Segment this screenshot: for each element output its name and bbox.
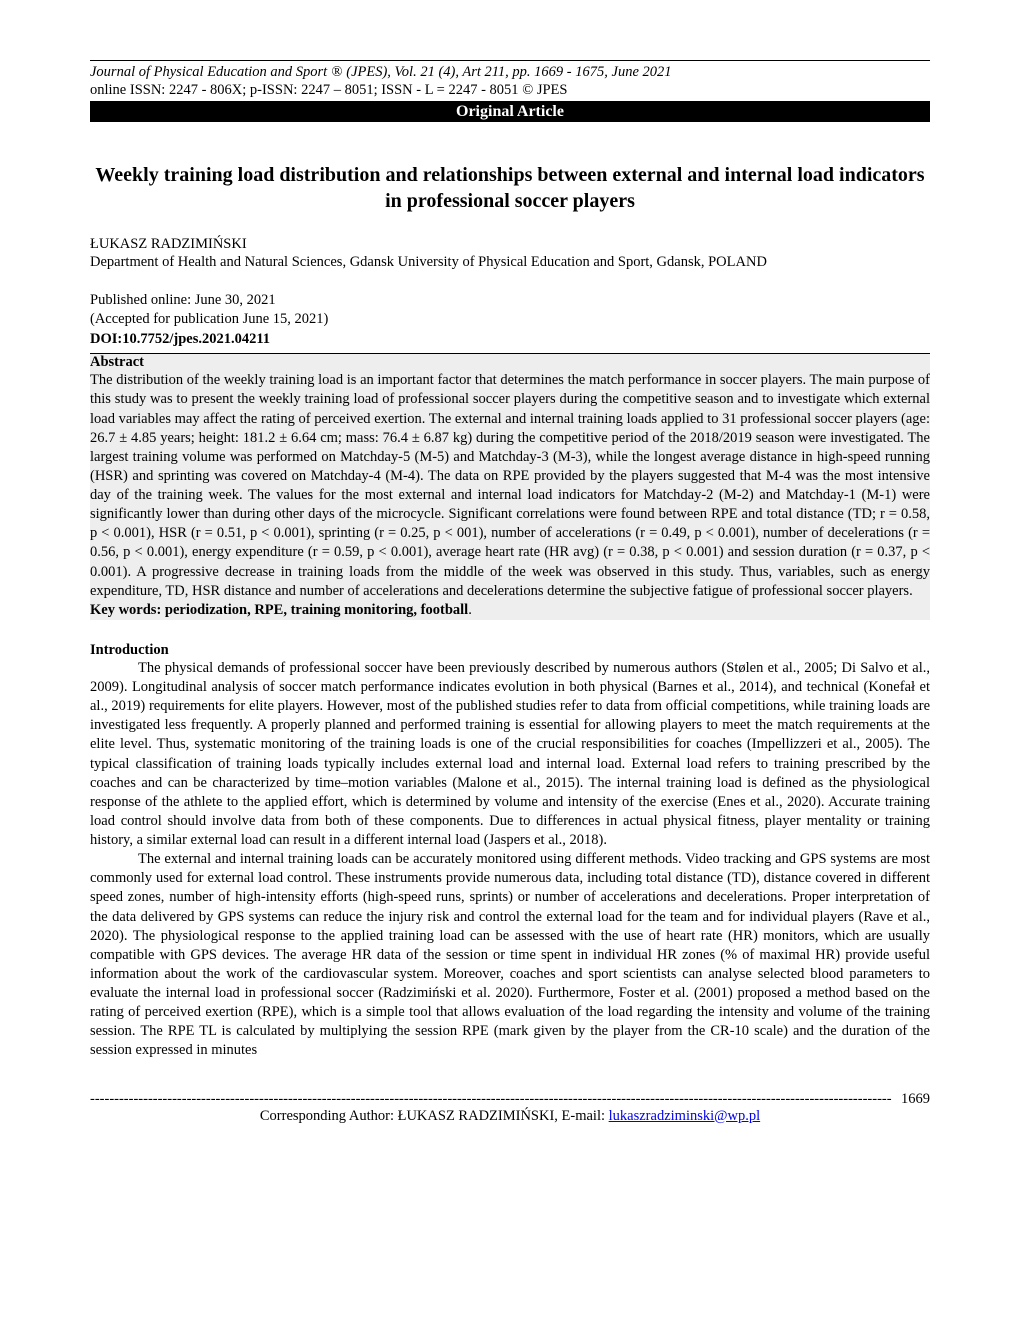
copyright-text: © JPES — [522, 82, 567, 98]
introduction-para-1: The physical demands of professional soc… — [90, 659, 930, 850]
keywords: Key words: periodization, RPE, training … — [90, 602, 468, 618]
introduction-para-2: The external and internal training loads… — [90, 850, 930, 1060]
header-top-rule — [90, 60, 930, 61]
article-title: Weekly training load distribution and re… — [90, 162, 930, 214]
corresponding-author: Corresponding Author: ŁUKASZ RADZIMIŃSKI… — [90, 1108, 930, 1125]
published-online: Published online: June 30, 2021 — [90, 291, 930, 311]
author-name: ŁUKASZ RADZIMIŃSKI — [90, 236, 930, 253]
abstract-section: Abstract The distribution of the weekly … — [90, 354, 930, 620]
page-footer: ----------------------------------------… — [90, 1091, 930, 1125]
publication-info: Published online: June 30, 2021 (Accepte… — [90, 291, 930, 350]
footer-rule-line: ----------------------------------------… — [90, 1091, 930, 1108]
email-link[interactable]: lukaszradziminski@wp.pl — [609, 1108, 760, 1124]
page-number: 1669 — [901, 1091, 930, 1108]
article-type-bar: Original Article — [90, 102, 930, 122]
issn-header: online ISSN: 2247 - 806X; p-ISSN: 2247 –… — [90, 81, 930, 99]
introduction-heading: Introduction — [90, 642, 930, 659]
abstract-heading: Abstract — [90, 354, 930, 371]
abstract-text: The distribution of the weekly training … — [90, 371, 930, 601]
footer-dashes: ----------------------------------------… — [90, 1091, 901, 1108]
registered-mark: ® — [331, 64, 342, 80]
author-affiliation: Department of Health and Natural Science… — [90, 253, 930, 273]
accepted-date: (Accepted for publication June 15, 2021) — [90, 310, 930, 330]
journal-suffix: (JPES), Vol. 21 (4), Art 211, pp. 1669 -… — [346, 64, 671, 80]
journal-header: Journal of Physical Education and Sport … — [90, 63, 930, 81]
doi: DOI:10.7752/jpes.2021.04211 — [90, 330, 930, 350]
corresponding-label: Corresponding Author: ŁUKASZ RADZIMIŃSKI… — [260, 1108, 609, 1124]
journal-name: Journal of Physical Education and Sport — [90, 64, 327, 80]
issn-text: online ISSN: 2247 - 806X; p-ISSN: 2247 –… — [90, 82, 522, 98]
